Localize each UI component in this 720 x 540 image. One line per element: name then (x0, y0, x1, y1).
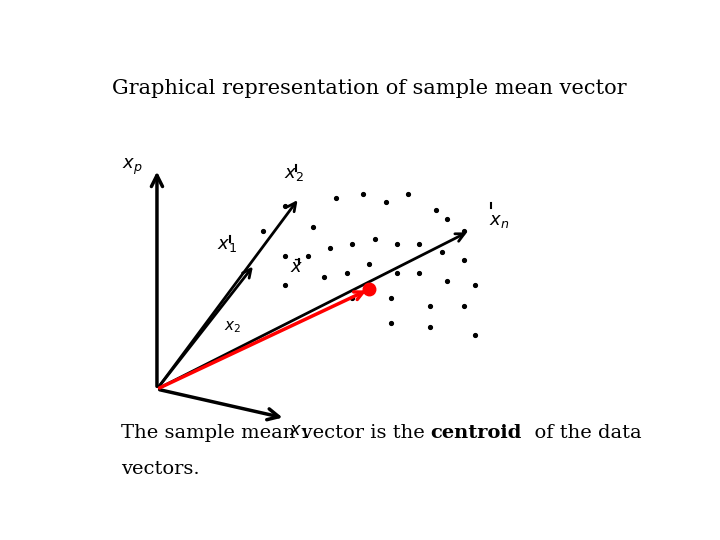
Text: $x_1$: $x_1$ (289, 422, 310, 440)
Text: of the data: of the data (522, 424, 642, 442)
Text: Graphical representation of sample mean vector: Graphical representation of sample mean … (112, 79, 627, 98)
Text: vectors.: vectors. (121, 460, 199, 478)
Text: $\bar{x}$: $\bar{x}$ (290, 259, 303, 277)
Text: $x_p$: $x_p$ (122, 157, 142, 177)
Text: The sample mean vector is the: The sample mean vector is the (121, 424, 431, 442)
Text: centroid: centroid (431, 424, 522, 442)
Text: $x_1$: $x_1$ (217, 236, 237, 254)
Text: $x_n$: $x_n$ (489, 212, 509, 230)
Text: $x_2$: $x_2$ (224, 319, 240, 335)
Text: $x_2$: $x_2$ (284, 165, 304, 183)
